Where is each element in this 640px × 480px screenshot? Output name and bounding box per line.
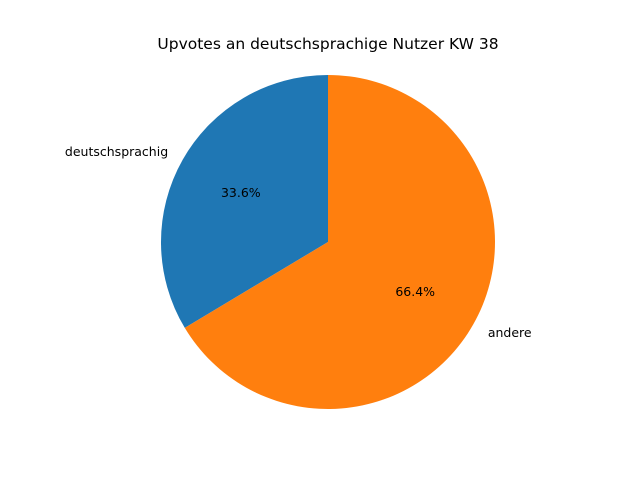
- pie-slice-deutschsprachig: [160, 75, 328, 328]
- chart-title: Upvotes an deutschsprachige Nutzer KW 38: [157, 35, 498, 53]
- slice-percent-deutschsprachig: 33.6%: [221, 185, 261, 200]
- slice-label-andere: andere: [488, 325, 532, 340]
- pie-labels: deutschsprachig 33.6% andere 66.4%: [65, 144, 532, 340]
- pie-slices: [160, 75, 495, 410]
- pie-slice-andere: [184, 75, 495, 410]
- slice-percent-andere: 66.4%: [395, 284, 435, 299]
- slice-label-deutschsprachig: deutschsprachig: [65, 144, 168, 159]
